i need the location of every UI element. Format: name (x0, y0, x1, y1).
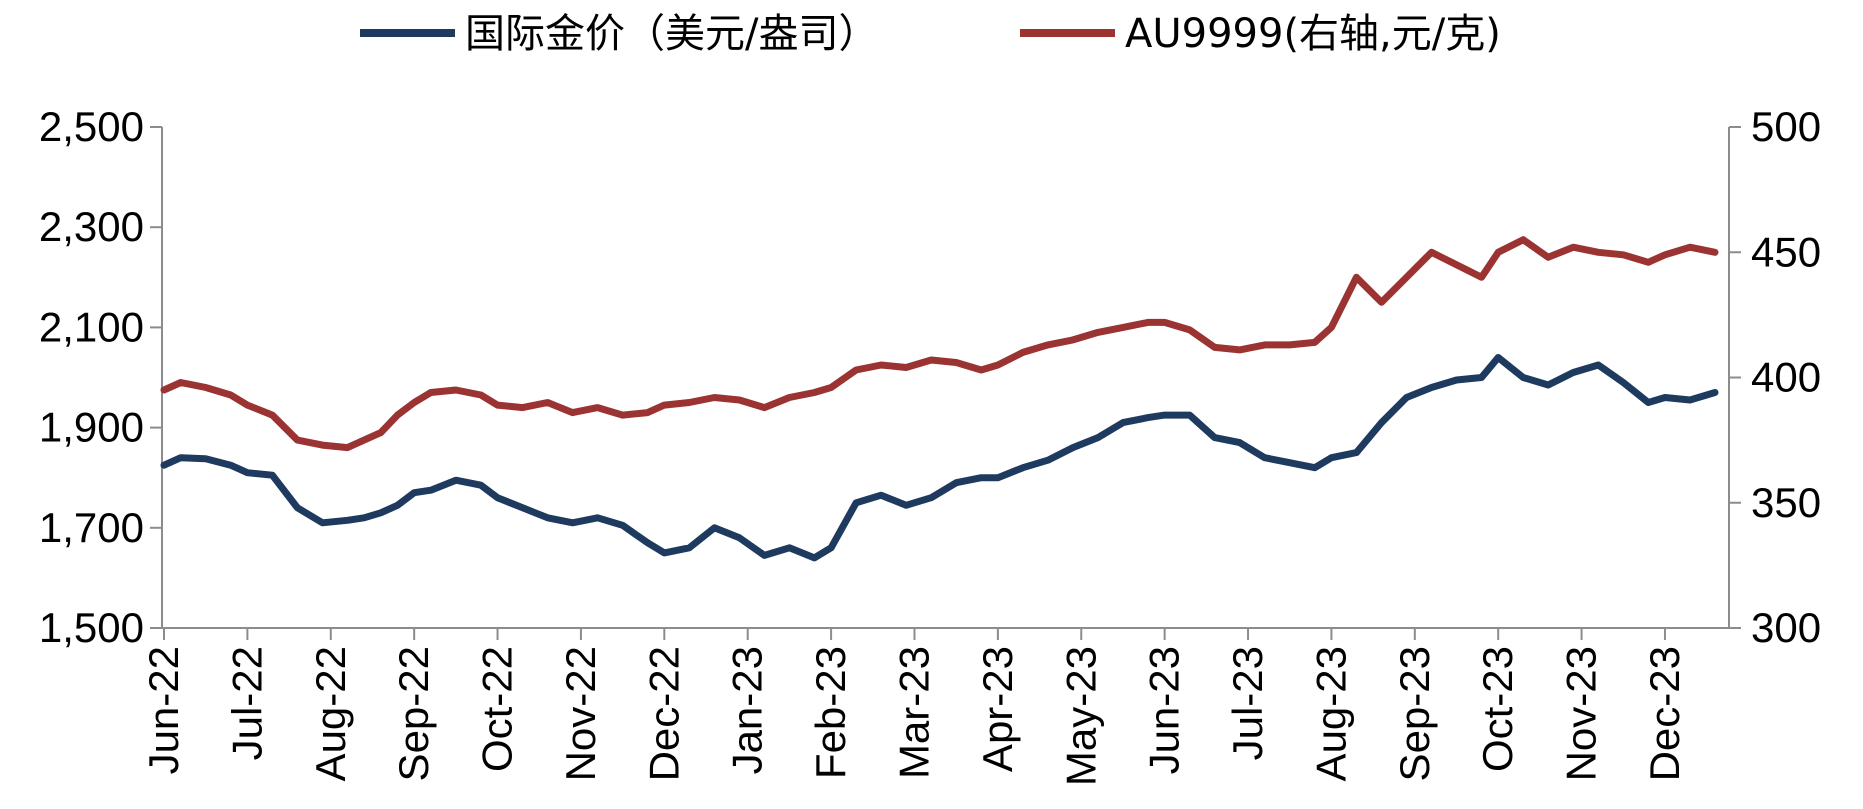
x-tick-label: Oct-22 (474, 646, 521, 772)
series-line-au9999 (160, 236, 1719, 452)
x-tick-label: Jan-23 (724, 646, 771, 774)
right-y-tick-label: 300 (1751, 604, 1821, 651)
right-y-tick-label: 450 (1751, 228, 1821, 275)
x-tick-label: Aug-23 (1307, 646, 1354, 781)
x-tick-label: Dec-22 (640, 646, 687, 781)
left-y-tick-label: 2,500 (39, 103, 144, 150)
right-y-tick-label: 350 (1751, 479, 1821, 526)
right-y-tick-label: 500 (1751, 103, 1821, 150)
series-line-gold-usd (160, 354, 1719, 562)
legend-label-gold-usd: 国际金价（美元/盎司） (465, 11, 878, 57)
x-tick-label: May-23 (1057, 646, 1104, 786)
left-y-axis-ticks: 1,500 1,700 1,900 2,100 2,300 2,500 (39, 103, 162, 651)
x-tick-label: Nov-23 (1558, 646, 1605, 781)
left-y-tick-label: 1,500 (39, 604, 144, 651)
x-tick-label: Mar-23 (890, 646, 937, 779)
x-tick-label: Feb-23 (807, 646, 854, 779)
legend-label-au9999: AU9999(右轴,元/克) (1125, 11, 1501, 57)
left-y-tick-label: 1,700 (39, 504, 144, 551)
x-axis-ticks: Jun-22 Jul-22 Aug-22 Sep-22 Oct-22 Nov-22 Dec-… (140, 628, 1688, 786)
x-tick-label: Dec-23 (1641, 646, 1688, 781)
left-y-tick-label: 2,300 (39, 203, 144, 250)
x-tick-label: Jun-22 (140, 646, 187, 774)
right-y-tick-label: 400 (1751, 354, 1821, 401)
x-tick-label: Apr-23 (974, 646, 1021, 772)
x-tick-label: Jun-23 (1141, 646, 1188, 774)
x-tick-label: Aug-22 (307, 646, 354, 781)
series-layer (160, 236, 1719, 562)
legend: 国际金价（美元/盎司） AU9999(右轴,元/克) (360, 11, 1501, 57)
left-y-tick-label: 1,900 (39, 404, 144, 451)
x-tick-label: Jul-22 (223, 646, 270, 760)
right-y-axis-ticks: 300 350 400 450 500 (1729, 103, 1821, 651)
x-tick-label: Oct-23 (1474, 646, 1521, 772)
x-tick-label: Nov-22 (557, 646, 604, 781)
x-tick-label: Sep-23 (1391, 646, 1438, 781)
left-y-tick-label: 2,100 (39, 303, 144, 350)
x-tick-label: Sep-22 (390, 646, 437, 781)
x-tick-label: Jul-23 (1224, 646, 1271, 760)
